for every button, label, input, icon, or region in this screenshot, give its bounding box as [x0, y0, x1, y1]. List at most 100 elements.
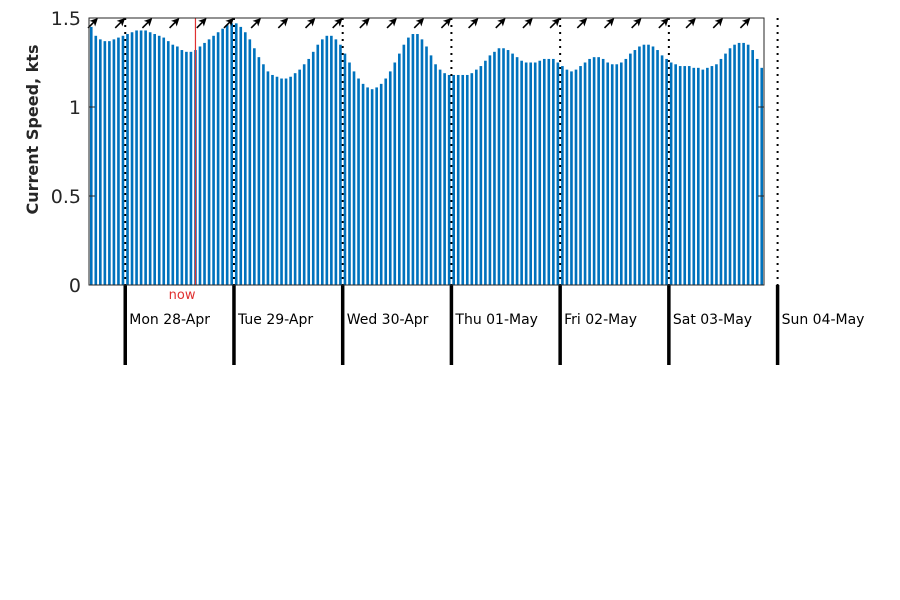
bar	[633, 50, 637, 285]
bar	[547, 58, 551, 285]
x-axis-days: Mon 28-Apr Tue 29-Apr Wed 30-Apr Thu 01-May…	[129, 312, 864, 328]
direction-arrow-shaft	[304, 21, 313, 29]
day-label: Wed 30-Apr	[347, 312, 429, 328]
bar	[239, 26, 243, 286]
direction-arrow-shaft	[223, 21, 231, 29]
bar	[339, 44, 342, 286]
bar	[352, 71, 356, 286]
direction-arrow-shaft	[250, 21, 259, 29]
bar	[488, 55, 492, 285]
bar	[502, 48, 505, 286]
y-tick-label: 0	[69, 275, 81, 297]
bar	[216, 32, 220, 285]
bar	[651, 46, 655, 286]
bar	[674, 64, 677, 285]
bar	[755, 58, 759, 285]
bar	[452, 74, 455, 286]
direction-arrow-shaft	[386, 21, 394, 29]
bar	[497, 48, 501, 286]
bar-series	[89, 23, 764, 286]
bar	[456, 74, 460, 286]
bar	[538, 60, 542, 285]
direction-arrow-shaft	[413, 21, 422, 29]
direction-arrow-shaft	[685, 21, 693, 29]
bar	[212, 35, 215, 285]
bar	[574, 69, 578, 286]
direction-arrow-shaft	[712, 21, 721, 29]
bar	[479, 66, 483, 285]
direction-arrow-shaft	[495, 21, 503, 29]
bar	[465, 74, 469, 286]
bar	[393, 62, 397, 285]
bar	[737, 42, 741, 285]
bar	[647, 44, 650, 286]
bar	[511, 53, 514, 285]
bar	[157, 35, 161, 285]
bar	[135, 30, 138, 286]
bar	[425, 46, 428, 286]
bar	[447, 74, 451, 286]
bar	[89, 26, 93, 286]
bar	[171, 44, 175, 286]
bar	[144, 30, 147, 286]
bar	[357, 78, 360, 286]
day-label: Tue 29-Apr	[237, 312, 313, 328]
bar	[751, 50, 754, 285]
bar	[561, 66, 564, 285]
bar	[185, 51, 188, 285]
bar	[638, 46, 641, 286]
bar	[130, 32, 134, 285]
bar	[706, 67, 709, 285]
bar	[348, 62, 351, 285]
bar	[416, 34, 419, 285]
bar	[225, 25, 229, 286]
bar	[461, 74, 465, 286]
bar	[760, 67, 764, 285]
bar	[420, 39, 424, 285]
bar	[302, 64, 306, 285]
direction-arrow-shaft	[658, 21, 666, 29]
bar	[407, 37, 410, 285]
bar	[520, 60, 523, 285]
bar	[262, 64, 265, 285]
bar	[434, 64, 437, 285]
bar	[203, 42, 206, 285]
bar	[126, 34, 129, 285]
bar	[583, 62, 587, 285]
bar	[162, 37, 166, 285]
bar	[697, 67, 700, 285]
bar	[230, 23, 234, 286]
bar	[438, 69, 442, 286]
bar	[153, 34, 156, 285]
bar	[642, 44, 646, 286]
bar	[330, 35, 333, 285]
bar	[284, 78, 288, 286]
y-axis: 0 0.5 1 1.5	[51, 8, 764, 297]
bar	[606, 62, 610, 285]
bar	[266, 71, 270, 286]
bar	[687, 66, 691, 285]
bar	[103, 41, 107, 285]
y-tick-label: 1	[69, 97, 81, 119]
bar	[176, 46, 179, 286]
bar	[398, 53, 401, 285]
bar	[320, 39, 324, 285]
now-label: now	[169, 288, 196, 303]
bar	[388, 71, 392, 286]
bar	[601, 58, 605, 285]
day-label: Sun 04-May	[782, 312, 865, 328]
bar	[533, 62, 537, 285]
bar	[189, 51, 193, 285]
bar	[733, 44, 736, 286]
direction-arrow-shaft	[603, 21, 612, 29]
bar	[343, 53, 347, 285]
day-label: Fri 02-May	[564, 312, 637, 328]
bar	[597, 57, 600, 285]
direction-arrow-shaft	[277, 21, 286, 29]
bar	[624, 58, 628, 285]
bar	[715, 64, 718, 285]
direction-arrow-shaft	[576, 21, 585, 29]
bar	[307, 58, 311, 285]
bar	[710, 66, 714, 285]
bar	[325, 35, 329, 285]
